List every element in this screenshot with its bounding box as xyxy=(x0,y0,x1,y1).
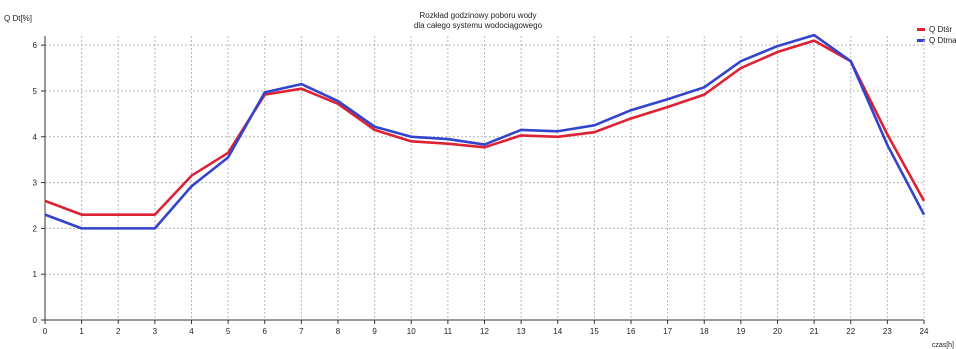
chart-subtitle: dla całego systemu wodociągowego xyxy=(413,21,543,30)
x-tick-label: 9 xyxy=(372,327,377,336)
x-tick-label: 18 xyxy=(700,327,709,336)
x-tick-label: 16 xyxy=(627,327,636,336)
series-line-q-dtma xyxy=(44,33,926,230)
x-tick-label: 1 xyxy=(79,327,84,336)
y-tick-label: 0 xyxy=(33,316,38,325)
x-tick-label: 11 xyxy=(444,327,453,336)
series-line-q-dtsr xyxy=(44,39,926,216)
x-tick-label: 23 xyxy=(883,327,892,336)
x-tick-label: 24 xyxy=(920,327,929,336)
x-tick-label: 10 xyxy=(407,327,416,336)
legend-label-q-dtma: Q Dtma xyxy=(929,36,956,45)
y-tick-label: 6 xyxy=(33,41,38,50)
legend-item-q-dtsr: Q Dtśr xyxy=(917,24,956,35)
x-axis-label: czas[h] xyxy=(931,342,954,349)
x-tick-label: 21 xyxy=(810,327,819,336)
x-tick-label: 17 xyxy=(663,327,672,336)
x-tick-label: 19 xyxy=(736,327,745,336)
x-tick-label: 6 xyxy=(263,327,268,336)
y-tick-label: 3 xyxy=(33,179,38,188)
legend-label-q-dtsr: Q Dtśr xyxy=(929,25,953,34)
x-tick-label: 4 xyxy=(189,327,194,336)
x-tick-label: 12 xyxy=(480,327,489,336)
chart-title: Rozkład godzinowy poboru wody xyxy=(419,11,537,20)
legend-item-q-dtma: Q Dtma xyxy=(917,35,956,46)
legend: Q Dtśr Q Dtma xyxy=(917,24,956,46)
x-tick-label: 22 xyxy=(846,327,855,336)
x-tick-label: 7 xyxy=(299,327,304,336)
x-tick-label: 3 xyxy=(153,327,158,336)
legend-swatch-q-dtma xyxy=(917,39,925,42)
x-tick-label: 20 xyxy=(773,327,782,336)
x-tick-label: 13 xyxy=(517,327,526,336)
x-tick-label: 14 xyxy=(553,327,562,336)
x-tick-label: 15 xyxy=(590,327,599,336)
x-tick-label: 8 xyxy=(336,327,341,336)
y-tick-label: 1 xyxy=(33,270,38,279)
y-axis-label: Q Dt[%] xyxy=(4,14,33,23)
x-tick-label: 2 xyxy=(116,327,121,336)
y-tick-label: 5 xyxy=(33,87,38,96)
y-tick-label: 2 xyxy=(33,224,38,233)
x-tick-label: 5 xyxy=(226,327,231,336)
y-tick-label: 4 xyxy=(33,133,38,142)
x-tick-label: 0 xyxy=(43,327,48,336)
legend-swatch-q-dtsr xyxy=(917,28,925,31)
